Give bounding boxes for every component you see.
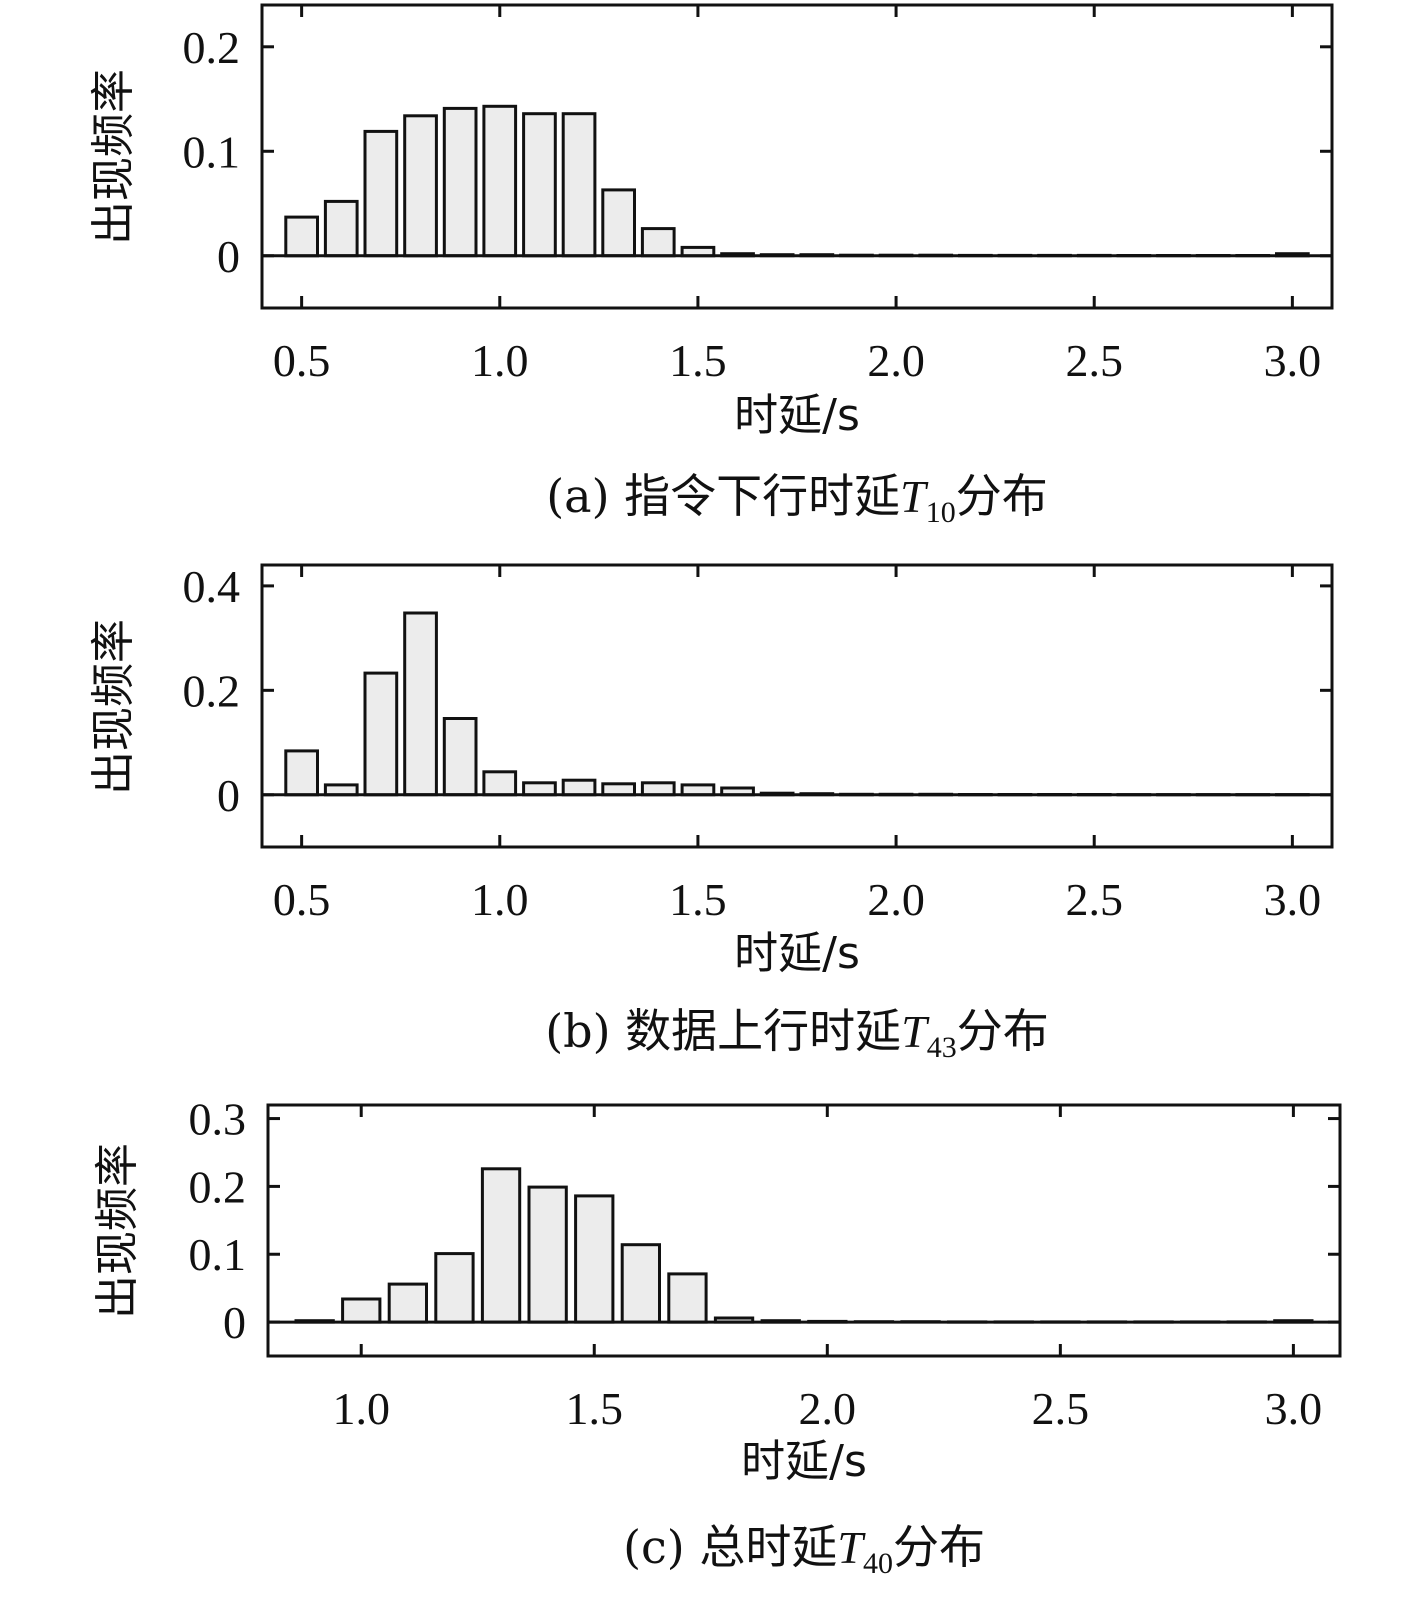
x-tick-label: 0.5 xyxy=(273,874,331,925)
bar xyxy=(561,112,597,258)
plot-frame xyxy=(260,563,1334,849)
x-tick-label: 0.5 xyxy=(273,335,331,386)
bar xyxy=(601,188,636,258)
x-tick-label: 2.0 xyxy=(867,335,925,386)
bar xyxy=(442,717,478,797)
x-tick-label: 1.5 xyxy=(669,874,727,925)
bar xyxy=(561,778,597,797)
y-tick-label: 0.1 xyxy=(189,1229,247,1280)
x-axis-label: 时延/s xyxy=(734,928,860,979)
bar xyxy=(363,129,399,258)
chart-panel-b: 0 0.2 0.4 0.5 1.0 1.5 2.0 2.5 3.0 时延/s 出现频率 (b) 数据上… xyxy=(88,561,1334,1064)
bar xyxy=(387,1282,429,1324)
y-tick-label: 0 xyxy=(223,1297,246,1348)
x-axis-label: 时延/s xyxy=(741,1436,867,1487)
x-tick-label: 2.5 xyxy=(1065,874,1123,925)
caption-prefix: (a) 指令下行时延 xyxy=(546,469,900,523)
x-tick-label: 1.0 xyxy=(332,1383,390,1434)
caption-suffix: 分布 xyxy=(957,1004,1049,1058)
bar xyxy=(574,1194,615,1324)
chart-panel-a: 0 0.1 0.2 0.5 1.0 1.5 2.0 2.5 3.0 时延/s 出现频率 (a) 指令下… xyxy=(88,3,1334,529)
x-tick-label: 1.0 xyxy=(471,335,529,386)
x-tick-label: 3.0 xyxy=(1265,1383,1323,1434)
x-tick-label: 2.0 xyxy=(799,1383,857,1434)
y-axis-label: 出现频率 xyxy=(88,619,139,795)
bar xyxy=(284,749,319,797)
plot-frame xyxy=(260,3,1334,310)
caption-prefix: (b) 数据上行时延 xyxy=(545,1004,901,1058)
bar xyxy=(403,114,438,258)
panel-caption: (a) 指令下行时延T10分布 xyxy=(546,469,1048,529)
caption-suffix: 分布 xyxy=(893,1520,985,1574)
bar xyxy=(363,671,399,797)
chart-panel-c: 0 0.1 0.2 0.3 1.0 1.5 2.0 2.5 3.0 时延/s 出现频率 (c) 总时延… xyxy=(92,1094,1342,1580)
y-tick-label: 0.3 xyxy=(189,1094,247,1145)
x-tick-label: 3.0 xyxy=(1264,874,1322,925)
bar xyxy=(482,104,518,258)
bar xyxy=(434,1252,475,1324)
x-tick-label: 1.0 xyxy=(471,874,529,925)
caption-subscript: 43 xyxy=(927,1031,957,1064)
x-tick-label: 1.5 xyxy=(669,335,727,386)
caption-symbol: T xyxy=(837,1522,866,1573)
x-axis-label: 时延/s xyxy=(734,390,860,441)
bar xyxy=(482,770,518,797)
bar xyxy=(341,1297,382,1324)
bar xyxy=(522,781,557,797)
y-tick-label: 0.2 xyxy=(189,1161,247,1212)
bar xyxy=(403,611,438,797)
bar xyxy=(527,1185,568,1324)
x-tick-label: 2.0 xyxy=(867,874,925,925)
y-tick-label: 0 xyxy=(217,231,240,282)
y-tick-label: 0.1 xyxy=(183,126,241,177)
panel-caption: (b) 数据上行时延T43分布 xyxy=(545,1004,1049,1064)
caption-symbol: T xyxy=(901,1006,930,1057)
caption-subscript: 10 xyxy=(926,496,956,529)
y-tick-label: 0.2 xyxy=(183,665,241,716)
x-tick-label: 2.5 xyxy=(1032,1383,1090,1434)
y-axis-label: 出现频率 xyxy=(92,1143,143,1319)
plot-frame xyxy=(266,1103,1342,1358)
bar xyxy=(601,782,636,797)
bar xyxy=(480,1167,522,1324)
y-tick-label: 0.2 xyxy=(183,22,241,73)
bar xyxy=(323,199,359,258)
bar xyxy=(522,112,557,258)
panel-caption: (c) 总时延T40分布 xyxy=(623,1520,985,1580)
y-tick-label: 0 xyxy=(217,770,240,821)
x-tick-label: 3.0 xyxy=(1264,335,1322,386)
bar xyxy=(640,781,676,797)
bar xyxy=(640,227,676,258)
bar xyxy=(442,106,478,258)
bar xyxy=(667,1272,708,1324)
y-axis-label: 出现频率 xyxy=(88,69,139,245)
bar xyxy=(284,215,319,258)
y-tick-label: 0.4 xyxy=(183,561,241,612)
bar xyxy=(620,1243,662,1324)
x-tick-label: 2.5 xyxy=(1065,335,1123,386)
caption-symbol: T xyxy=(900,471,929,522)
caption-suffix: 分布 xyxy=(956,469,1048,523)
caption-prefix: (c) 总时延 xyxy=(623,1520,837,1574)
caption-subscript: 40 xyxy=(863,1547,893,1580)
x-tick-label: 1.5 xyxy=(566,1383,624,1434)
